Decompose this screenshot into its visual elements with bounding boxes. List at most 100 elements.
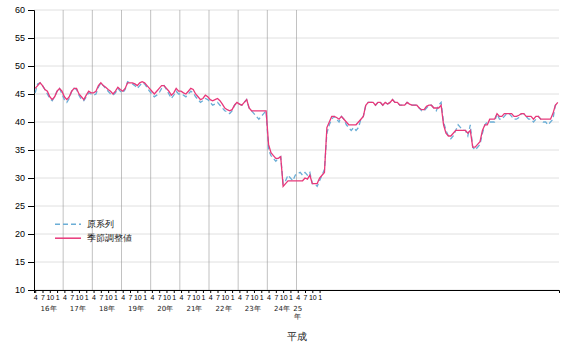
x-tick-label: 1 [289,294,293,301]
x-tick-mark [50,290,51,293]
x-tick: 1 [143,290,147,301]
x-tick: 1 [201,290,205,301]
x-tick-mark [283,290,284,293]
x-tick-mark [108,290,109,293]
x-tick: 7 [41,290,45,301]
x-tick: 4 [92,290,96,301]
y-tick-label: 15 [15,257,25,267]
year-label: 16年 [41,305,57,313]
x-tick: 7 [274,290,278,301]
x-tick-label: 7 [245,294,249,301]
x-tick-label: 10 [134,294,142,301]
x-tick-mark [57,290,58,293]
y-tick: 50 [15,61,34,71]
x-tick: 10 [309,290,317,301]
year-labels: 16年17年18年19年20年21年22年23年24年25年 [41,305,303,321]
y-tick-label: 55 [15,33,25,43]
year-boundary [179,10,180,290]
x-tick: 1 [114,290,118,301]
x-tick-label: 7 [304,294,308,301]
x-tick: 7 [129,290,133,301]
series-line [35,82,558,187]
x-tick: 10 [192,290,200,301]
x-tick-mark [312,290,313,293]
x-tick-mark [196,290,197,293]
x-tick-mark [225,290,226,293]
year-label: 23年 [245,305,261,313]
x-tick-mark [145,290,146,293]
x-tick-mark [137,290,138,293]
year-boundary [150,10,151,290]
x-tick-mark [298,290,299,293]
x-tick: 1 [85,290,89,301]
year-boundary [238,10,239,290]
x-axis-line [35,291,560,294]
x-tick-label: 7 [216,294,220,301]
x-tick: 4 [209,290,213,301]
y-tick-mark [28,10,34,11]
y-tick: 60 [15,5,34,15]
x-tick: 1 [56,290,60,301]
year-label-line: 年 [294,313,301,321]
x-tick-mark [276,290,277,293]
x-tick-label: 4 [34,294,38,301]
x-tick-mark [43,290,44,293]
x-tick: 10 [134,290,142,301]
x-axis-title: 平成 [287,331,307,342]
year-label-line: 16年 [41,305,57,313]
x-tick-mark [290,290,291,293]
y-axis-line [28,11,35,291]
x-tick: 10 [251,290,259,301]
year-boundary [267,10,268,290]
x-tick-label: 7 [41,294,45,301]
x-tick: 10 [105,290,113,301]
x-tick-mark [79,290,80,293]
year-boundaries [63,10,296,290]
x-tick-label: 7 [158,294,162,301]
grid [34,10,559,290]
x-tick-mark [239,290,240,293]
x-tick-mark [152,290,153,293]
series-line [35,82,558,187]
legend-swatch [55,223,81,225]
x-tick-label: 10 [46,294,54,301]
x-tick-label: 1 [172,294,176,301]
x-tick: 7 [158,290,162,301]
x-tick: 7 [216,290,220,301]
x-tick-mark [320,290,321,293]
legend-item: 季節調整値 [55,233,132,243]
x-tick-mark [203,290,204,293]
x-tick: 7 [187,290,191,301]
x-tick-label: 4 [121,294,125,301]
legend: 原系列季節調整値 [55,219,132,243]
year-label-line: 22年 [216,305,232,313]
y-tick: 55 [15,33,34,43]
x-tick-mark [35,290,36,293]
y-tick: 20 [15,229,34,239]
y-tick-mark [28,122,34,123]
x-tick: 4 [296,290,300,301]
y-tick-mark [28,66,34,67]
x-tick-mark [188,290,189,293]
x-tick-mark [123,290,124,293]
x-tick: 10 [46,290,54,301]
x-tick-label: 4 [150,294,154,301]
year-label: 22年 [216,305,232,313]
legend-label: 季節調整値 [87,233,132,243]
x-tick: 4 [267,290,271,301]
y-tick-label: 35 [15,145,25,155]
x-tick-label: 10 [163,294,171,301]
x-tick: 4 [150,290,154,301]
legend-swatch [55,237,81,239]
x-tick: 4 [34,290,38,301]
chart-svg: 1015202530354045505560471014710147101471… [0,0,567,354]
x-tick: 7 [70,290,74,301]
x-tick-label: 7 [99,294,103,301]
x-tick-mark [159,290,160,293]
year-label: 19年 [128,305,144,313]
x-tick-label: 4 [209,294,213,301]
x-tick-mark [166,290,167,293]
x-tick-label: 7 [274,294,278,301]
x-tick-label: 10 [192,294,200,301]
x-tick-label: 7 [70,294,74,301]
